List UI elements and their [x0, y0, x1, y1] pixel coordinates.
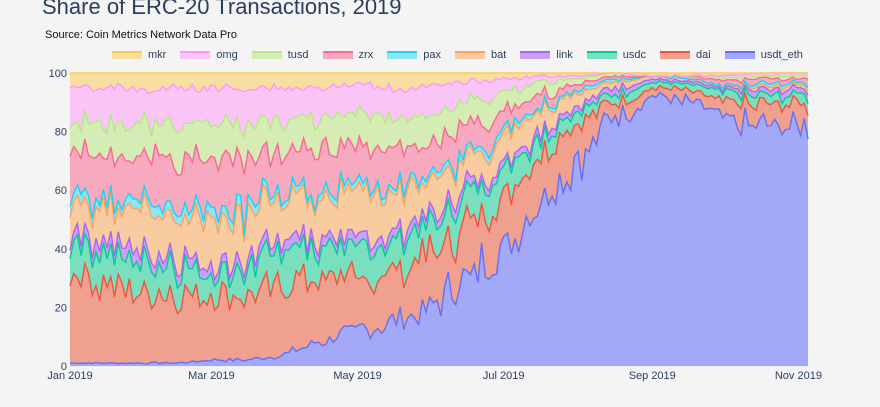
y-tick-label: 80: [55, 127, 67, 139]
area-tusd: [70, 73, 808, 176]
area-mkr: [70, 73, 808, 94]
legend-swatch: [454, 51, 485, 59]
legend-swatch: [586, 51, 617, 59]
series-lines: [69, 72, 809, 365]
legend-item-usdt-eth[interactable]: usdt_eth: [724, 49, 803, 61]
legend-label: zrx: [358, 49, 374, 61]
line-omg: [69, 72, 808, 94]
area-usdt-eth: [70, 92, 808, 367]
legend-label: tusd: [287, 49, 309, 61]
chart-title: Share of ERC-20 Transactions, 2019: [42, 0, 402, 19]
y-tick-label: 40: [55, 244, 67, 256]
area-bat: [70, 76, 808, 280]
area-dai: [70, 85, 808, 364]
legend-swatch: [520, 51, 551, 59]
line-pax: [69, 75, 809, 236]
y-tick-label: 0: [61, 361, 67, 373]
y-tick-label: 60: [55, 185, 67, 197]
legend-item-bat[interactable]: bat: [454, 49, 507, 61]
legend-item-link[interactable]: link: [520, 49, 573, 61]
legend-label: usdc: [622, 49, 647, 61]
y-tick-label: 100: [49, 68, 67, 80]
legend-label: dai: [696, 49, 711, 61]
line-dai: [69, 84, 809, 315]
legend: mkr omg tusd zrx pax bat link usdc dai usdt_eth: [112, 48, 817, 62]
legend-swatch: [251, 51, 282, 59]
legend-swatch: [180, 51, 211, 59]
line-usdt-eth: [69, 91, 809, 365]
legend-label: bat: [490, 49, 507, 61]
legend-item-pax[interactable]: pax: [387, 49, 441, 61]
legend-swatch: [660, 51, 691, 59]
x-axis: Jan 2019 Mar 2019 May 2019 Jul 2019 Sep 2019…: [47, 370, 822, 382]
x-tick-label: Sep 2019: [629, 370, 676, 382]
legend-item-dai[interactable]: dai: [660, 49, 711, 61]
legend-label: usdt_eth: [760, 49, 803, 61]
legend-swatch: [322, 51, 353, 59]
legend-swatch: [112, 51, 142, 59]
legend-swatch: [387, 51, 418, 59]
legend-label: mkr: [148, 49, 167, 61]
area-omg: [70, 73, 808, 138]
legend-item-tusd[interactable]: tusd: [251, 49, 309, 61]
x-tick-label: Jan 2019: [47, 370, 92, 382]
y-tick-label: 20: [55, 302, 67, 314]
legend-label: pax: [423, 49, 441, 61]
legend-label: link: [556, 49, 573, 61]
legend-item-omg[interactable]: omg: [180, 49, 238, 61]
x-tick-label: Jul 2019: [483, 370, 525, 382]
x-tick-label: Mar 2019: [188, 370, 234, 382]
line-usdc: [69, 79, 809, 290]
stacked-areas: [70, 73, 808, 367]
legend-item-usdc[interactable]: usdc: [586, 49, 647, 61]
x-tick-label: Nov 2019: [775, 370, 822, 382]
legend-label: omg: [216, 49, 238, 61]
x-tick-label: May 2019: [333, 370, 381, 382]
y-axis: 0 20 40 60 80 100: [49, 68, 67, 373]
legend-swatch: [724, 51, 755, 59]
legend-item-mkr[interactable]: mkr: [112, 49, 166, 61]
area-zrx: [70, 74, 808, 235]
legend-item-zrx[interactable]: zrx: [322, 49, 374, 61]
line-link: [69, 77, 809, 282]
chart-subtitle: Source: Coin Metrics Network Data Pro: [45, 29, 237, 41]
